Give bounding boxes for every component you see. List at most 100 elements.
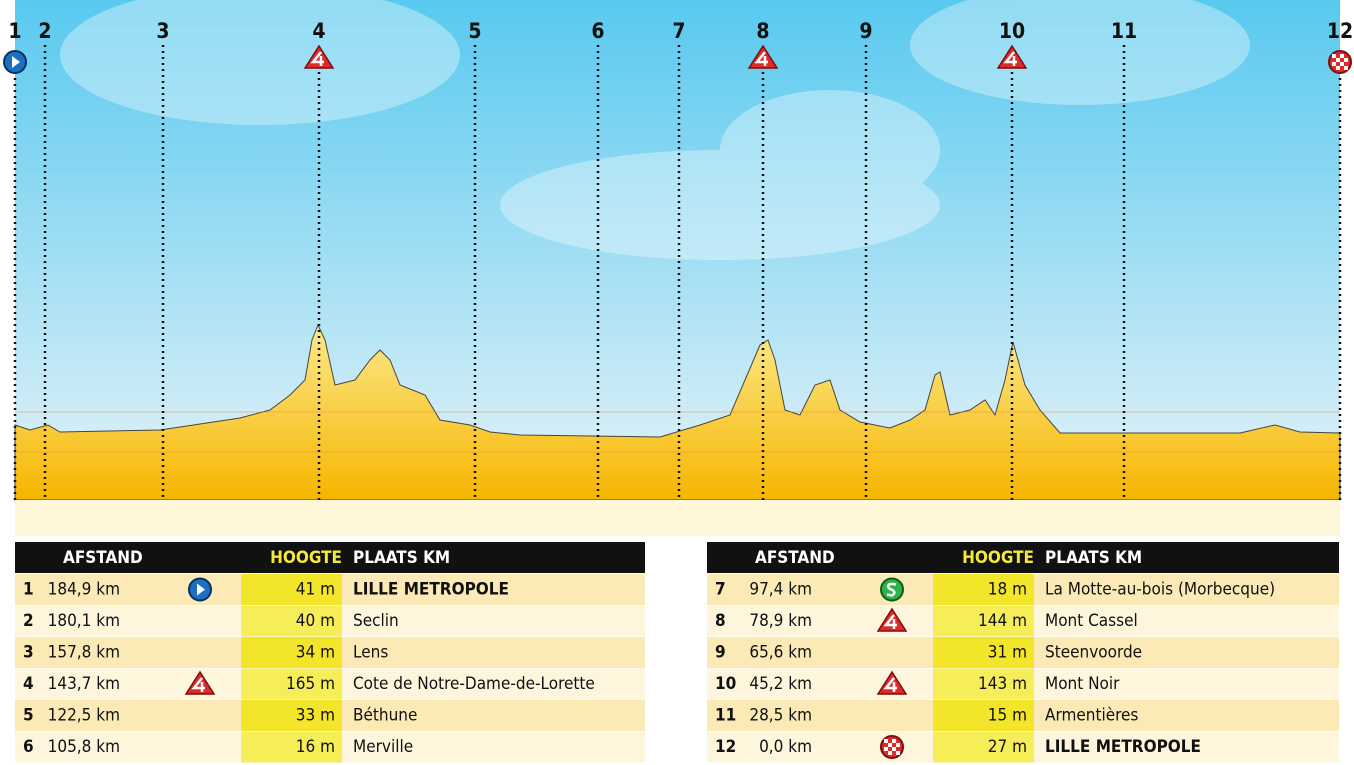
clouds [60, 0, 1250, 260]
distance: 122,5 km [48, 706, 120, 726]
height-cell [241, 731, 342, 763]
sprint-s [886, 582, 897, 597]
height-cell [241, 637, 342, 668]
header-cell: PLAATS KM [1045, 548, 1142, 568]
ground-band [15, 500, 1340, 536]
climb-4 [191, 677, 205, 692]
marker-label: 11 [1111, 19, 1137, 43]
height-cell [933, 605, 1034, 637]
place: Mont Noir [1045, 674, 1120, 694]
height: 16 m [296, 737, 335, 757]
distance: 45,2 km [749, 674, 812, 694]
distance: 65,6 km [749, 643, 812, 663]
marker-label: 2 [38, 19, 51, 43]
table-header [707, 542, 1339, 573]
climb-4 [1003, 51, 1017, 66]
marker-label: 6 [591, 19, 604, 43]
row-number: 1 [23, 580, 34, 600]
distance: 184,9 km [48, 580, 120, 600]
place: Armentières [1045, 706, 1138, 726]
marker-label: 4 [312, 19, 325, 43]
place: Lens [353, 643, 388, 663]
height-cell [241, 700, 342, 731]
header-cell: HOOGTE [962, 548, 1034, 568]
place: Mont Cassel [1045, 611, 1138, 631]
height-cell [933, 700, 1034, 731]
height: 165 m [286, 674, 335, 694]
marker-label: 3 [156, 19, 169, 43]
height: 41 m [296, 580, 335, 600]
height-cell [933, 731, 1034, 763]
marker-label: 1 [8, 19, 21, 43]
height-cell [241, 605, 342, 637]
climb-4 [883, 614, 897, 629]
height: 34 m [296, 643, 335, 663]
row-number: 5 [23, 706, 34, 726]
marker-label: 7 [672, 19, 685, 43]
distance: 97,4 km [749, 580, 812, 600]
height-cell [241, 574, 342, 605]
finish-check [888, 751, 892, 755]
place: Seclin [353, 611, 399, 631]
place: Béthune [353, 706, 417, 726]
height: 144 m [978, 611, 1027, 631]
distance: 157,8 km [48, 643, 120, 663]
distance: 28,5 km [749, 706, 812, 726]
finish-check [896, 743, 900, 747]
finish-check [888, 743, 892, 747]
height-cell [933, 637, 1034, 668]
header-cell: HOOGTE [270, 548, 342, 568]
row-number: 6 [23, 737, 34, 757]
height: 18 m [988, 580, 1027, 600]
row-number: 8 [715, 611, 726, 631]
place: Cote de Notre-Dame-de-Lorette [353, 674, 595, 694]
finish-check [884, 747, 888, 751]
place: LILLE METROPOLE [353, 580, 509, 600]
height: 33 m [296, 706, 335, 726]
marker-label: 10 [999, 19, 1025, 43]
sky [15, 0, 1340, 500]
row-number: 11 [715, 706, 736, 726]
place: Merville [353, 737, 413, 757]
distance: 105,8 km [48, 737, 120, 757]
start-arrow [197, 583, 205, 596]
finish-check [1336, 66, 1340, 70]
profile [14, 323, 1341, 501]
header-cell: AFSTAND [755, 548, 835, 568]
finish-check [892, 747, 896, 751]
row-number: 12 [715, 737, 736, 757]
row-number: 9 [715, 643, 726, 663]
marker-label: 9 [859, 19, 872, 43]
distance: 0,0 km [759, 737, 812, 757]
place: Steenvoorde [1045, 643, 1142, 663]
finish-check [884, 739, 888, 743]
distance: 180,1 km [48, 611, 120, 631]
row-number: 2 [23, 611, 34, 631]
start-arrow [12, 56, 20, 68]
finish-check [1336, 58, 1340, 62]
marker-label: 5 [468, 19, 481, 43]
row-number: 4 [23, 674, 34, 694]
height: 31 m [988, 643, 1027, 663]
finish-check [1344, 66, 1348, 70]
row-number: 7 [715, 580, 726, 600]
finish-check [1332, 62, 1336, 66]
finish-check [1340, 54, 1344, 58]
finish-check [896, 751, 900, 755]
marker-label: 12 [1327, 19, 1353, 43]
height-cell [933, 668, 1034, 700]
height: 27 m [988, 737, 1027, 757]
climb-4 [310, 51, 324, 66]
climb-4 [883, 677, 897, 692]
finish-check [1332, 54, 1336, 58]
finish-check [892, 739, 896, 743]
height-cell [241, 668, 342, 700]
finish-check [1344, 58, 1348, 62]
table-header [15, 542, 645, 573]
header-cell: AFSTAND [63, 548, 143, 568]
place: LILLE METROPOLE [1045, 737, 1201, 757]
marker-label: 8 [756, 19, 769, 43]
climb-4 [754, 51, 768, 66]
place: La Motte-au-bois (Morbecque) [1045, 580, 1275, 600]
